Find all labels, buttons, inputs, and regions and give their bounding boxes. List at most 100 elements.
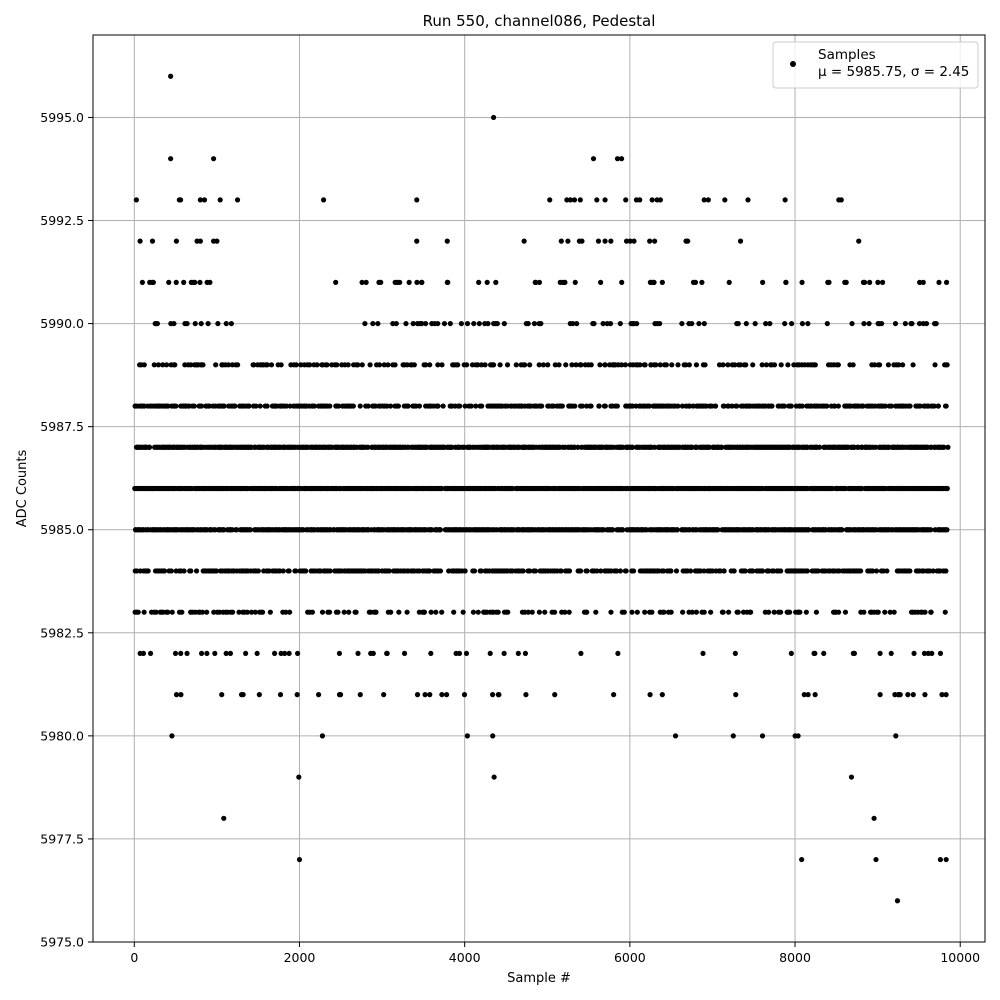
data-point: [721, 568, 727, 574]
data-point: [435, 320, 441, 327]
data-point: [435, 362, 441, 368]
data-point: [522, 650, 529, 657]
data-point: [799, 856, 805, 863]
data-point: [210, 156, 217, 162]
data-point: [882, 609, 888, 615]
data-point: [296, 856, 303, 863]
data-point: [137, 238, 143, 244]
data-point: [634, 609, 640, 615]
data-point: [240, 692, 246, 698]
data-point: [520, 568, 526, 574]
data-point: [336, 650, 343, 657]
data-point: [594, 568, 600, 574]
data-point: [701, 609, 707, 615]
data-point: [154, 320, 161, 327]
data-point: [743, 362, 749, 368]
data-point: [875, 279, 881, 285]
data-point: [475, 362, 481, 368]
data-point: [200, 362, 206, 368]
data-point: [778, 568, 784, 574]
data-point: [873, 568, 880, 574]
data-point: [204, 650, 210, 657]
data-point: [234, 197, 241, 203]
data-point: [501, 320, 507, 327]
plot-frame: [92, 34, 986, 943]
data-point: [168, 73, 174, 79]
data-point: [611, 692, 617, 698]
data-point: [252, 609, 258, 615]
data-point: [939, 692, 945, 698]
data-point: [877, 692, 883, 698]
data-point: [705, 197, 711, 203]
data-point: [891, 609, 897, 615]
data-point: [319, 733, 326, 739]
data-point: [336, 403, 342, 409]
data-point: [942, 609, 948, 615]
data-point: [295, 650, 301, 657]
data-point: [680, 609, 686, 615]
data-point: [523, 692, 529, 698]
data-point: [267, 609, 273, 615]
data-point: [387, 403, 394, 409]
data-point: [673, 568, 680, 574]
data-point: [151, 362, 157, 368]
data-point: [355, 362, 361, 368]
data-point: [928, 527, 934, 533]
data-point: [447, 320, 453, 327]
data-point: [674, 527, 680, 533]
data-point: [422, 320, 429, 327]
data-point: [445, 279, 451, 285]
y-axis-label: ADC Counts: [15, 450, 30, 528]
y-tick-label: 5990.0: [40, 316, 84, 331]
data-point: [155, 362, 162, 368]
data-point: [462, 568, 468, 574]
data-point: [856, 238, 862, 244]
data-point: [178, 650, 184, 657]
data-point: [795, 733, 801, 739]
data-point: [522, 362, 528, 368]
data-point: [353, 609, 359, 615]
data-point: [651, 279, 657, 285]
data-point: [562, 609, 568, 615]
data-point: [631, 238, 637, 244]
x-tick-label: 10000: [940, 950, 980, 965]
data-point: [816, 444, 823, 450]
x-axis-label: Sample #: [507, 971, 571, 986]
data-point: [642, 362, 648, 368]
data-point: [173, 279, 179, 285]
data-point: [637, 197, 643, 203]
data-point: [575, 444, 581, 450]
data-point: [414, 197, 420, 203]
data-point: [494, 320, 500, 327]
data-point: [607, 320, 614, 327]
data-point: [917, 403, 923, 409]
data-point: [367, 362, 373, 368]
data-point: [731, 568, 737, 574]
data-point: [615, 650, 621, 657]
data-point: [384, 650, 390, 657]
data-point: [702, 362, 708, 368]
data-point: [693, 362, 700, 368]
data-point: [799, 320, 806, 327]
data-point: [307, 362, 313, 368]
legend: Samples μ = 5985.75, σ = 2.45: [772, 41, 979, 89]
data-point: [497, 362, 503, 368]
data-point: [428, 650, 434, 657]
x-tick-label: 2000: [284, 950, 316, 965]
data-point: [584, 568, 590, 574]
data-point: [359, 362, 365, 368]
data-point: [471, 568, 478, 574]
data-point: [835, 403, 842, 409]
data-point: [192, 320, 198, 327]
data-point: [427, 692, 433, 698]
data-point: [181, 279, 187, 285]
y-tick-label: 5982.5: [40, 625, 84, 640]
data-point: [205, 320, 211, 327]
data-point: [943, 856, 949, 863]
data-point: [933, 320, 939, 327]
data-point: [171, 320, 177, 327]
data-point: [173, 238, 180, 244]
data-point: [743, 320, 749, 327]
data-point: [591, 320, 597, 327]
data-point: [264, 362, 270, 368]
